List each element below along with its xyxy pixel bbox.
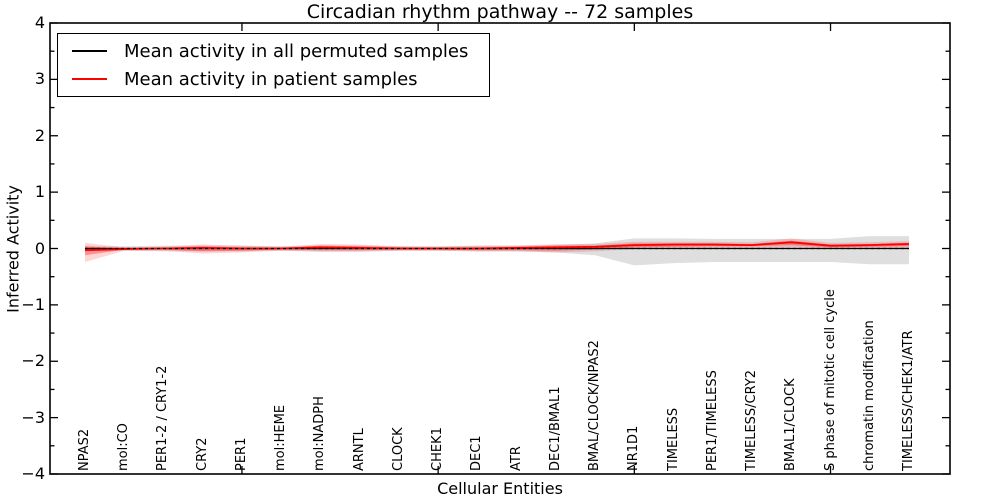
- axis-ticks: [50, 22, 950, 475]
- chart-title: Circadian rhythm pathway -- 72 samples: [306, 1, 694, 23]
- legend-box: Mean activity in all permuted samples Me…: [57, 33, 490, 97]
- y-axis-title: Inferred Activity: [3, 185, 23, 313]
- patient-line-swatch: [72, 78, 107, 80]
- legend-label-permuted: Mean activity in all permuted samples: [124, 40, 469, 62]
- legend-label-patient: Mean activity in patient samples: [124, 68, 418, 90]
- patient-mean-line: [84, 241, 910, 252]
- legend-entry-patient: Mean activity in patient samples: [72, 65, 489, 93]
- x-axis-title: Cellular Entities: [437, 479, 563, 498]
- permuted-line-swatch: [72, 50, 107, 52]
- permuted-range-band: [85, 236, 909, 266]
- legend-entry-permuted: Mean activity in all permuted samples: [72, 37, 489, 65]
